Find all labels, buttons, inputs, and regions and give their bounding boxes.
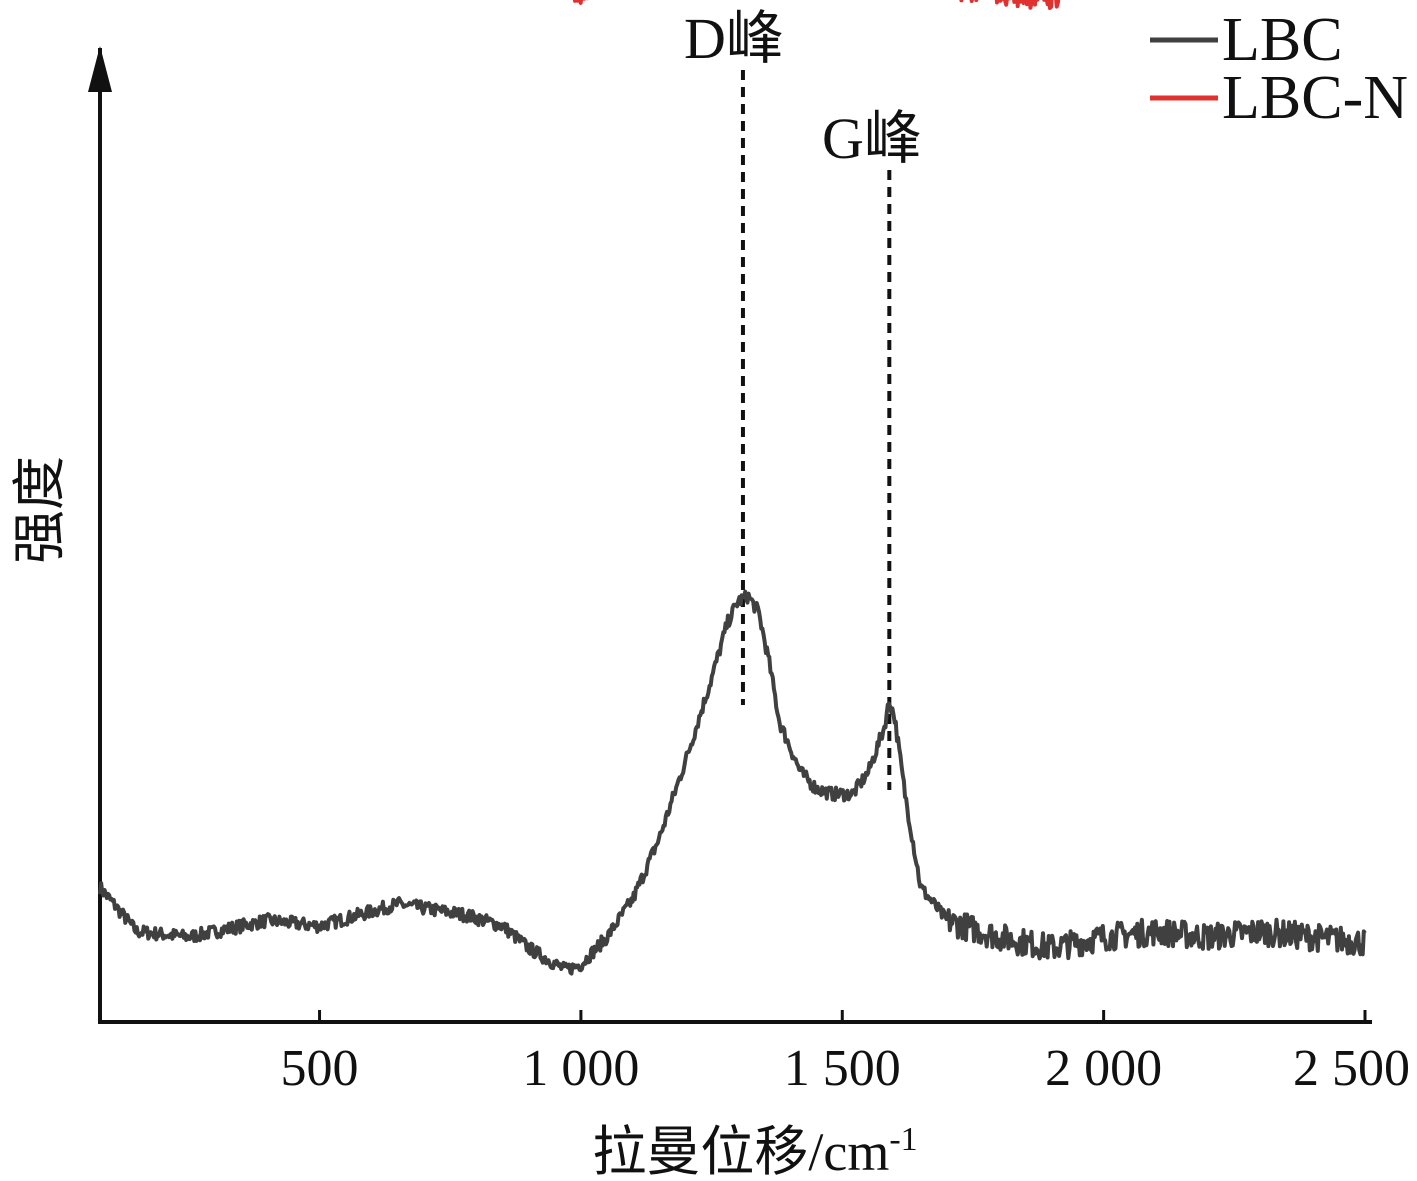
legend-label-lbc: LBC — [1222, 6, 1343, 74]
series-lines — [98, 0, 1367, 976]
x-tick-label: 1 500 — [784, 1040, 901, 1097]
x-tick-label: 500 — [281, 1040, 359, 1097]
legend-label-lbc-n: LBC-N — [1222, 64, 1408, 132]
peak-guides — [740, 70, 892, 790]
annotation-g-peak: G峰 — [822, 106, 922, 171]
x-tick-label: 2 500 — [1293, 1040, 1410, 1097]
legend: LBC LBC-N — [1150, 6, 1408, 132]
x-tick-label: 1 000 — [522, 1040, 639, 1097]
series-line-lbc — [98, 589, 1367, 976]
annotation-d-peak: D峰 — [684, 6, 784, 71]
x-ticks: 500 1 000 1 500 2 000 2 500 — [281, 1010, 1410, 1097]
x-tick-label: 2 000 — [1045, 1040, 1162, 1097]
y-axis-title: 强度 — [10, 456, 70, 564]
x-axis-title: 拉曼位移/cm-1 — [592, 1121, 917, 1181]
